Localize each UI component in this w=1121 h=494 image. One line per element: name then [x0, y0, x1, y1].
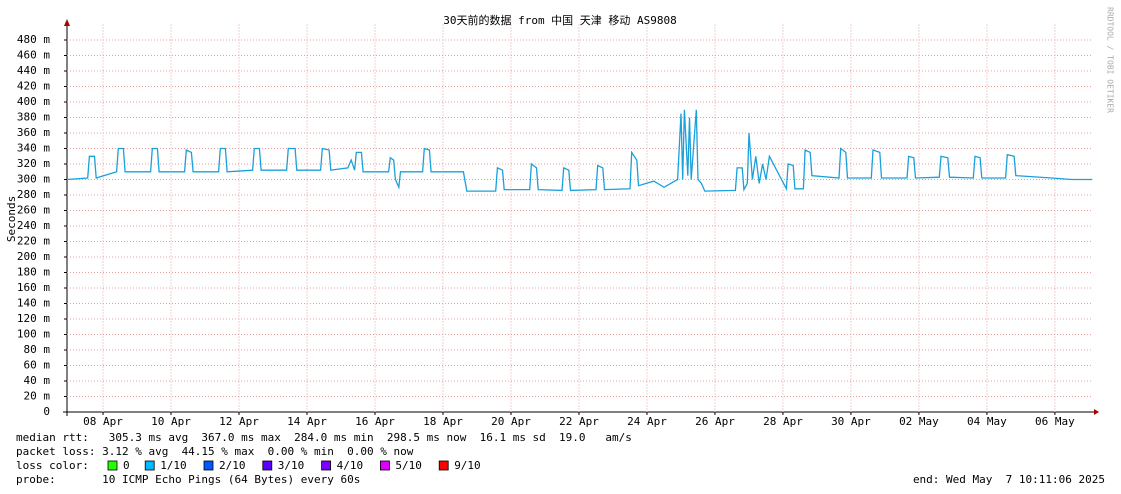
y-tick-label: 360 m — [17, 126, 50, 139]
watermark: RRDTOOL / TOBI OETIKER — [1106, 7, 1115, 113]
end-time: end: Wed May 7 10:11:06 2025 — [913, 473, 1105, 486]
x-axis-arrow — [1094, 409, 1099, 415]
loss-color-label: 0 — [123, 459, 130, 472]
y-tick-label: 80 m — [24, 343, 51, 356]
loss-color-swatch — [438, 460, 449, 471]
x-tick-label: 06 May — [1035, 415, 1075, 428]
y-tick-label: 100 m — [17, 328, 50, 341]
y-tick-label: 400 m — [17, 95, 50, 108]
y-tick-label: 460 m — [17, 49, 50, 62]
loss-color-swatch — [107, 460, 118, 471]
loss-color-label: 4/10 — [337, 459, 364, 472]
x-tick-label: 14 Apr — [287, 415, 327, 428]
y-tick-label: 140 m — [17, 297, 50, 310]
y-axis-label: Seconds — [5, 196, 18, 242]
stats-median: median rtt: 305.3 ms avg 367.0 ms max 28… — [16, 431, 632, 444]
loss-color-swatch — [379, 460, 390, 471]
y-tick-label: 40 m — [24, 374, 51, 387]
y-axis-arrow — [64, 19, 70, 26]
y-tick-label: 160 m — [17, 281, 50, 294]
loss-color-swatch — [262, 460, 273, 471]
x-tick-label: 04 May — [967, 415, 1007, 428]
loss-color-label: 2/10 — [219, 459, 246, 472]
loss-color-label: 9/10 — [454, 459, 481, 472]
loss-color-label: loss color: — [16, 459, 89, 472]
x-tick-label: 16 Apr — [355, 415, 395, 428]
y-tick-label: 220 m — [17, 235, 50, 248]
y-tick-label: 280 m — [17, 188, 50, 201]
y-tick-label: 0 — [43, 405, 50, 418]
y-tick-label: 180 m — [17, 266, 50, 279]
x-tick-label: 10 Apr — [151, 415, 191, 428]
x-tick-label: 20 Apr — [491, 415, 531, 428]
y-tick-label: 20 m — [24, 390, 51, 403]
stats-loss: packet loss: 3.12 % avg 44.15 % max 0.00… — [16, 445, 414, 458]
loss-color-swatch — [203, 460, 214, 471]
x-tick-label: 24 Apr — [627, 415, 667, 428]
y-tick-label: 420 m — [17, 80, 50, 93]
x-tick-label: 30 Apr — [831, 415, 871, 428]
loss-color-swatch — [321, 460, 332, 471]
y-tick-label: 120 m — [17, 312, 50, 325]
x-tick-label: 02 May — [899, 415, 939, 428]
median-rtt-line — [67, 109, 1093, 192]
probe-info: probe: 10 ICMP Echo Pings (64 Bytes) eve… — [16, 473, 360, 486]
y-tick-label: 380 m — [17, 111, 50, 124]
y-tick-label: 240 m — [17, 219, 50, 232]
x-tick-label: 18 Apr — [423, 415, 463, 428]
x-tick-label: 12 Apr — [219, 415, 259, 428]
loss-color-swatch — [144, 460, 155, 471]
y-tick-label: 260 m — [17, 204, 50, 217]
x-tick-label: 26 Apr — [695, 415, 735, 428]
y-tick-label: 300 m — [17, 173, 50, 186]
y-tick-label: 480 m — [17, 33, 50, 46]
y-tick-label: 320 m — [17, 157, 50, 170]
loss-color-label: 1/10 — [160, 459, 187, 472]
loss-color-label: 5/10 — [395, 459, 422, 472]
x-tick-label: 28 Apr — [763, 415, 803, 428]
y-tick-label: 200 m — [17, 250, 50, 263]
y-tick-label: 440 m — [17, 64, 50, 77]
chart-title: 30天前的数据 from 中国 天津 移动 AS9808 — [443, 13, 677, 27]
x-tick-label: 08 Apr — [83, 415, 123, 428]
y-tick-label: 60 m — [24, 359, 51, 372]
x-tick-label: 22 Apr — [559, 415, 599, 428]
y-tick-label: 340 m — [17, 142, 50, 155]
loss-color-label: 3/10 — [278, 459, 305, 472]
